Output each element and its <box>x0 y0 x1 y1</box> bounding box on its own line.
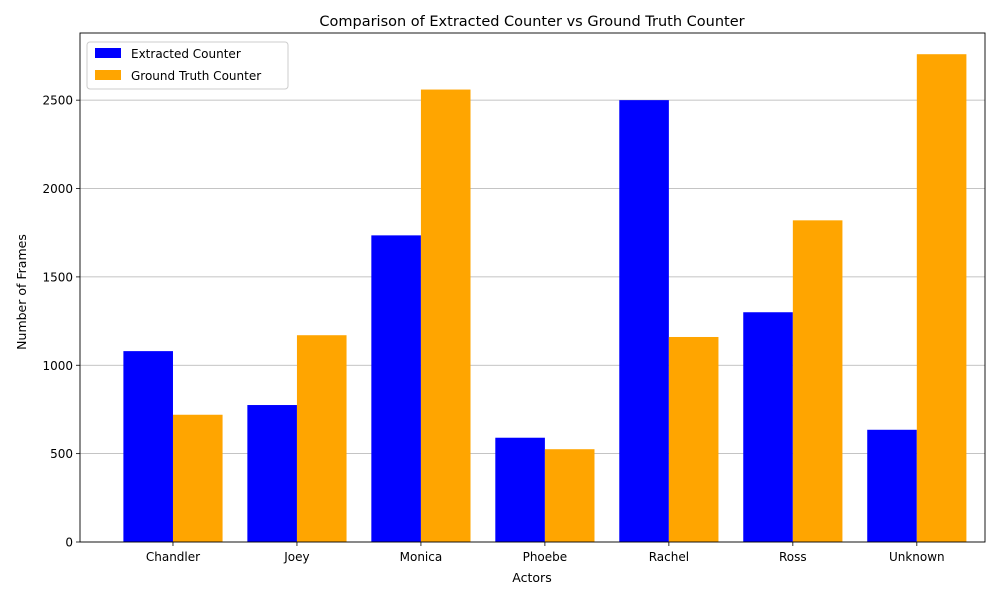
bar-phoebe-ground-truth <box>544 449 595 542</box>
x-tick-label: Ross <box>779 550 807 564</box>
bar-monica-ground-truth <box>420 89 471 543</box>
y-tick-label: 500 <box>50 447 73 461</box>
bar-phoebe-extracted <box>495 437 545 542</box>
bars <box>123 54 967 543</box>
bar-chandler-ground-truth <box>172 414 223 542</box>
y-tick-label: 2000 <box>42 182 73 196</box>
y-axis-label: Number of Frames <box>14 234 29 350</box>
x-tick-label: Unknown <box>889 550 945 564</box>
tick-labels: 0 500 1000 1500 2000 2500 Chandler Joey Monica Ph… <box>42 94 944 564</box>
x-tick-label: Chandler <box>146 550 200 564</box>
bar-joey-ground-truth <box>296 335 347 542</box>
bar-ross-ground-truth <box>792 220 843 542</box>
legend-label-extracted: Extracted Counter <box>131 47 241 61</box>
bar-monica-extracted <box>371 235 421 542</box>
x-tick-label: Monica <box>400 550 443 564</box>
bar-rachel-extracted <box>619 100 669 542</box>
x-tick-label: Joey <box>283 550 309 564</box>
y-tick-label: 1500 <box>42 270 73 284</box>
legend: Extracted Counter Ground Truth Counter <box>86 41 289 90</box>
y-tick-label: 0 <box>65 536 73 550</box>
axes <box>79 32 986 543</box>
y-tick-label: 2500 <box>42 94 73 108</box>
plot-frame <box>79 32 986 543</box>
bar-ross-extracted <box>743 312 793 542</box>
bar-unknown-extracted <box>867 429 917 542</box>
legend-swatch-extracted <box>95 48 121 58</box>
x-tick-label: Rachel <box>649 550 689 564</box>
bar-joey-extracted <box>247 405 297 542</box>
x-tick-label: Phoebe <box>523 550 568 564</box>
legend-label-ground-truth: Ground Truth Counter <box>131 69 261 83</box>
x-axis-label: Actors <box>512 570 551 585</box>
bar-rachel-ground-truth <box>668 336 719 542</box>
legend-frame <box>86 41 289 90</box>
legend-swatch-ground-truth <box>95 70 121 80</box>
chart-title: Comparison of Extracted Counter vs Groun… <box>319 14 744 30</box>
bar-unknown-ground-truth <box>916 54 967 542</box>
bar-chandler-extracted <box>123 351 173 542</box>
y-tick-label: 1000 <box>42 359 73 373</box>
